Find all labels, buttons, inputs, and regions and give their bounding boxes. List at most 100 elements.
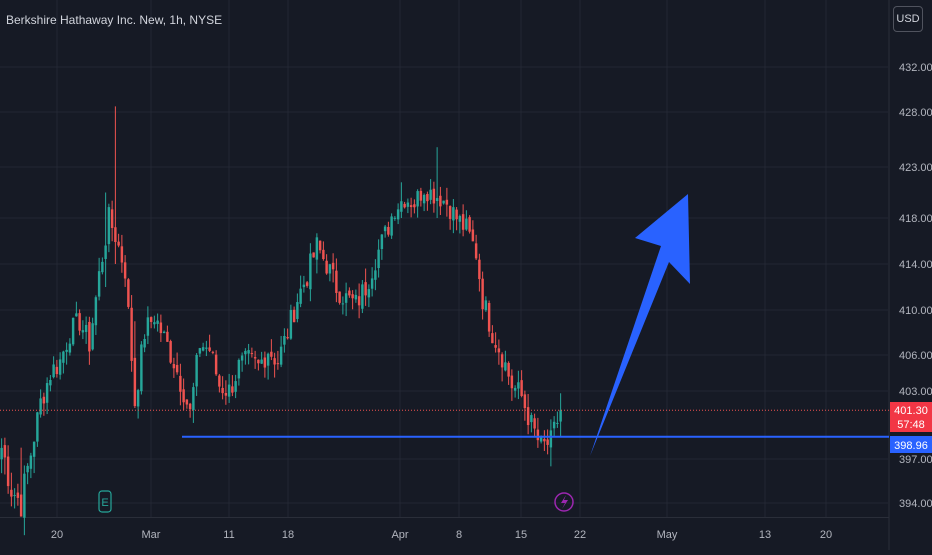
candle-body bbox=[484, 300, 488, 311]
candle-body bbox=[396, 209, 400, 220]
candle-body bbox=[266, 353, 270, 366]
candle-body bbox=[101, 261, 104, 273]
candle-body bbox=[68, 343, 72, 353]
candle-body bbox=[110, 209, 114, 228]
candle-body bbox=[351, 294, 354, 299]
candle-body bbox=[26, 465, 29, 473]
candle-body bbox=[335, 270, 338, 293]
candle-body bbox=[224, 392, 228, 396]
candle-body bbox=[55, 366, 59, 375]
candle-body bbox=[556, 422, 559, 424]
candle-body bbox=[400, 201, 403, 212]
x-tick-label: 8 bbox=[456, 529, 462, 541]
candles bbox=[0, 106, 562, 536]
candle-body bbox=[296, 302, 299, 319]
candle-body bbox=[117, 241, 120, 246]
candle-body bbox=[377, 249, 380, 269]
y-tick-label: 394.00 bbox=[899, 498, 932, 510]
y-tick-label: 410.00 bbox=[899, 305, 932, 317]
candle-body bbox=[91, 323, 94, 350]
candle-body bbox=[127, 279, 130, 307]
candle-body bbox=[36, 412, 39, 442]
candle-body bbox=[240, 355, 244, 361]
candle-body bbox=[478, 259, 481, 280]
x-tick-label: 15 bbox=[515, 529, 527, 541]
candle-body bbox=[413, 204, 416, 208]
candle-body bbox=[309, 253, 312, 290]
y-tick-label: 418.00 bbox=[899, 213, 932, 225]
candle-body bbox=[198, 348, 202, 354]
last-price-label: 401.30 bbox=[894, 405, 928, 417]
candle-body bbox=[52, 364, 55, 378]
event-marker-icon bbox=[554, 492, 574, 512]
candle-body bbox=[435, 198, 439, 201]
candle-body bbox=[383, 226, 387, 232]
candle-body bbox=[344, 293, 348, 303]
candle-body bbox=[58, 359, 62, 375]
y-tick-label: 397.00 bbox=[899, 454, 932, 466]
candle-body bbox=[140, 344, 143, 392]
candle-body bbox=[81, 330, 85, 333]
candle-body bbox=[292, 309, 296, 323]
candle-body bbox=[3, 445, 7, 458]
candle-body bbox=[263, 357, 267, 368]
candle-body bbox=[185, 399, 189, 405]
candle-body bbox=[312, 252, 315, 258]
candle-body bbox=[211, 351, 215, 353]
candle-body bbox=[422, 194, 426, 204]
candle-body bbox=[387, 226, 390, 235]
candle-body bbox=[539, 437, 543, 442]
x-tick-label: 20 bbox=[51, 529, 63, 541]
candle-body bbox=[494, 345, 497, 348]
candle-body bbox=[452, 207, 455, 221]
candle-body bbox=[257, 359, 260, 364]
candle-body bbox=[84, 324, 88, 332]
candle-body bbox=[286, 337, 289, 339]
support-price-label: 398.96 bbox=[894, 440, 928, 452]
candle-body bbox=[175, 364, 179, 373]
candle-body bbox=[461, 214, 465, 230]
candle-body bbox=[393, 217, 397, 219]
candle-body bbox=[536, 429, 540, 441]
candle-body bbox=[231, 386, 234, 393]
candle-body bbox=[504, 362, 507, 371]
x-tick-label: 20 bbox=[820, 529, 832, 541]
candle-body bbox=[136, 390, 140, 407]
candle-body bbox=[455, 209, 458, 220]
candle-body bbox=[42, 396, 46, 404]
candle-body bbox=[354, 294, 358, 300]
candle-body bbox=[10, 489, 13, 497]
candle-body bbox=[94, 297, 98, 326]
candle-body bbox=[409, 205, 413, 208]
x-tick-label: 11 bbox=[223, 529, 234, 541]
candle-body bbox=[237, 359, 241, 379]
candle-body bbox=[32, 441, 36, 457]
candle-body bbox=[71, 317, 75, 345]
candle-body bbox=[559, 410, 562, 422]
y-tick-label: 406.00 bbox=[899, 350, 932, 362]
candle-body bbox=[432, 188, 436, 204]
x-tick-label: 18 bbox=[282, 529, 294, 541]
x-tick-label: 13 bbox=[759, 529, 771, 541]
x-tick-label: Apr bbox=[391, 529, 408, 541]
candle-body bbox=[549, 430, 553, 448]
candle-body bbox=[182, 389, 185, 403]
candle-body bbox=[289, 309, 293, 339]
candle-body bbox=[260, 359, 263, 364]
candle-body bbox=[97, 271, 101, 297]
x-tick-label: May bbox=[657, 529, 678, 541]
candle-body bbox=[65, 349, 68, 352]
currency-button[interactable]: USD bbox=[893, 6, 923, 32]
candle-body bbox=[45, 383, 49, 403]
candle-body bbox=[331, 262, 335, 270]
candle-body bbox=[338, 291, 341, 303]
candle-body bbox=[0, 447, 3, 460]
candle-body bbox=[419, 190, 423, 201]
candle-body bbox=[361, 284, 364, 309]
candle-body bbox=[159, 322, 163, 334]
candle-body bbox=[188, 403, 192, 410]
y-tick-label: 403.00 bbox=[899, 386, 932, 398]
candle-body bbox=[328, 264, 332, 274]
